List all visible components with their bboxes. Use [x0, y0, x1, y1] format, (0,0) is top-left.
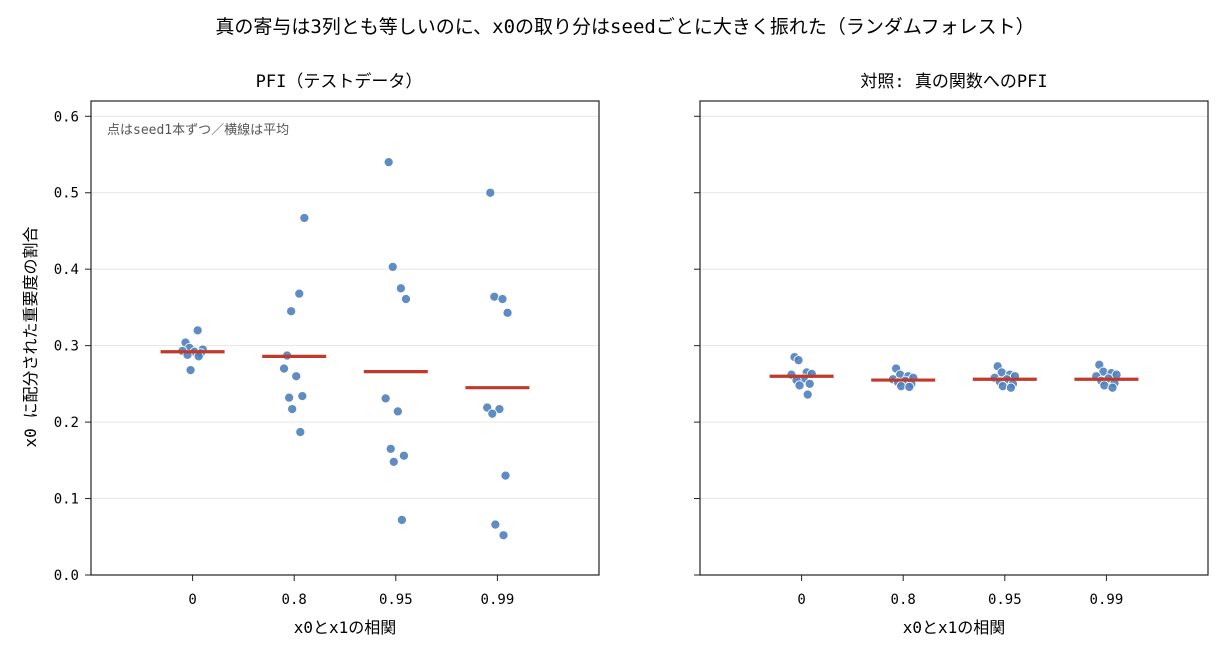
panel-pfi-true-function-grid: [700, 115, 1208, 576]
panel-pfi-test: PFI（テストデータ） 点はseed1本ずつ／横線は平均 x0とx1の相関 x0…: [21, 71, 600, 637]
panel-pfi-true-function-points: [786, 352, 1122, 400]
seed-point: [400, 293, 412, 305]
seed-point: [388, 456, 399, 467]
seed-point: [387, 261, 398, 272]
seed-point: [185, 365, 196, 376]
seed-point: [192, 325, 203, 336]
seed-point: [395, 283, 406, 294]
seed-point: [794, 380, 805, 391]
seed-point: [396, 514, 407, 526]
seed-point: [494, 404, 505, 415]
seed-point: [502, 307, 513, 318]
y-tick-label: 0.0: [54, 568, 79, 584]
seed-point: [804, 378, 815, 389]
y-tick-label: 0.2: [54, 415, 79, 431]
x-tick-label: 0.8: [282, 592, 307, 608]
panel-pfi-true-function-title: 対照: 真の関数へのPFI: [860, 72, 1047, 92]
y-tick-label: 0.4: [54, 262, 79, 278]
panel-pfi-true-function-frame: [699, 100, 1209, 576]
x-tick-label: 0.95: [988, 592, 1022, 608]
x-tick-label: 0: [188, 592, 196, 608]
seed-point: [398, 450, 409, 461]
seed-point: [904, 381, 915, 392]
panel-pfi-true-function-xlabel: x0とx1の相関: [903, 618, 1006, 637]
seed-point: [485, 187, 496, 198]
x-tick-label: 0.95: [379, 592, 413, 608]
panel-pfi-test-title: PFI（テストデータ）: [256, 71, 423, 92]
panel-pfi-test-annotation: 点はseed1本ずつ／横線は平均: [107, 122, 289, 138]
seed-point: [380, 393, 391, 404]
x-tick-label: 0: [797, 592, 805, 608]
seed-point: [294, 288, 305, 299]
seed-point: [278, 363, 290, 374]
seed-point: [383, 157, 394, 168]
seed-point: [997, 381, 1008, 392]
y-tick-label: 0.6: [54, 109, 79, 125]
seed-point: [793, 355, 804, 366]
seed-point: [295, 426, 306, 438]
panel-pfi-test-grid: [91, 115, 599, 576]
seed-point: [286, 306, 297, 317]
panel-pfi-test-frame: [90, 100, 600, 576]
seed-point: [385, 443, 396, 454]
seed-point: [1005, 382, 1016, 393]
x-tick-label: 0.8: [891, 592, 916, 608]
panel-pfi-test-xlabel: x0とx1の相関: [294, 618, 397, 637]
panel-pfi-test-points: [177, 157, 513, 541]
seed-point: [487, 408, 498, 419]
seed-point: [392, 406, 403, 417]
seed-point: [490, 519, 501, 530]
seed-point: [297, 391, 308, 402]
panel-pfi-test-ylabel: x0 に配分された重要度の割合: [21, 227, 40, 448]
seed-point: [802, 389, 813, 400]
seed-point: [284, 392, 295, 403]
seed-point: [299, 212, 310, 224]
seed-point: [497, 293, 508, 305]
seed-point: [1107, 382, 1118, 393]
seed-point: [500, 470, 511, 481]
seed-point: [498, 530, 509, 541]
seed-point: [287, 404, 298, 415]
y-tick-label: 0.5: [54, 186, 79, 202]
x-tick-label: 0.99: [481, 592, 515, 608]
y-tick-label: 0.3: [54, 339, 79, 355]
y-tick-label: 0.1: [54, 492, 79, 508]
figure-suptitle: 真の寄与は3列とも等しいのに、x0の取り分はseedごとに大きく振れた（ランダム…: [215, 16, 1034, 38]
panel-pfi-true-function: 対照: 真の関数へのPFI x0とx1の相関 0 0.8 0.95 0.99: [694, 72, 1209, 637]
x-tick-label: 0.99: [1090, 592, 1124, 608]
seed-point: [291, 371, 302, 382]
